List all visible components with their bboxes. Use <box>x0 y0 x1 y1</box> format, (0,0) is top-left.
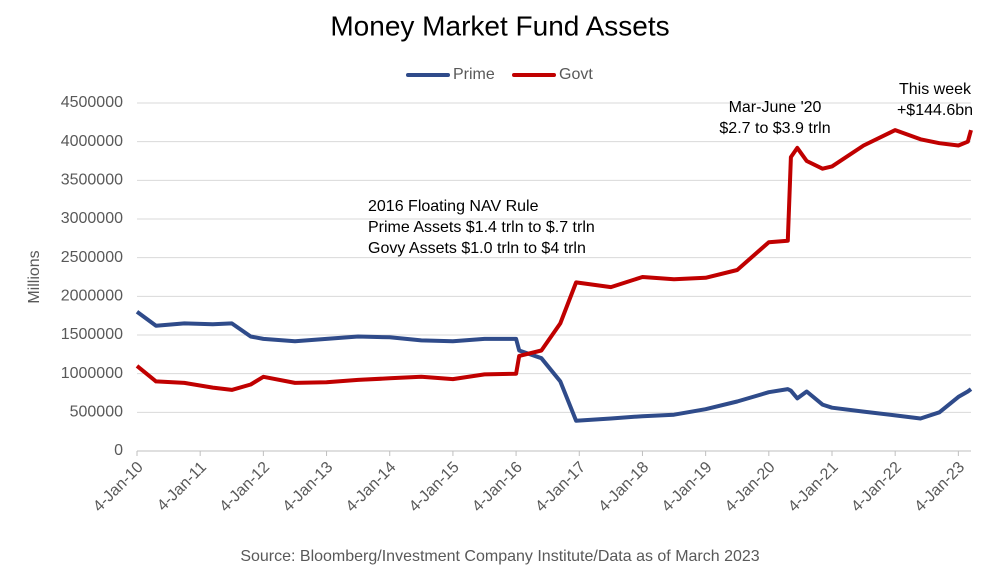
series-line <box>135 310 973 423</box>
legend-label: Govt <box>559 66 593 83</box>
y-tick-label: 1000000 <box>61 365 123 382</box>
y-tick-label: 4500000 <box>61 94 123 111</box>
annotation: This week <box>899 81 972 98</box>
legend-label: Prime <box>453 66 495 83</box>
source: Source: Bloomberg/Investment Company Ins… <box>240 548 759 565</box>
annotation: Prime Assets $1.4 trln to $.7 trln <box>368 219 595 236</box>
annotation: Mar-June '20 <box>729 99 822 116</box>
y-tick-label: 1500000 <box>61 326 123 343</box>
chart-title: Money Market Fund Assets <box>330 10 669 41</box>
y-tick-label: 2000000 <box>61 288 123 305</box>
annotation: +$144.6bn <box>897 102 973 119</box>
y-tick-label: 0 <box>114 442 123 459</box>
y-tick-label: 3500000 <box>61 172 123 189</box>
y-tick-label: 3000000 <box>61 210 123 227</box>
annotation: 2016 Floating NAV Rule <box>368 198 539 215</box>
annotation: Govy Assets $1.0 trln to $4 trln <box>368 240 586 257</box>
y-tick-label: 4000000 <box>61 133 123 150</box>
y-axis-label: Millions <box>26 250 43 303</box>
y-tick-label: 2500000 <box>61 249 123 266</box>
series-line <box>135 128 973 392</box>
annotation: $2.7 to $3.9 trln <box>719 120 830 137</box>
y-tick-label: 500000 <box>70 404 123 421</box>
